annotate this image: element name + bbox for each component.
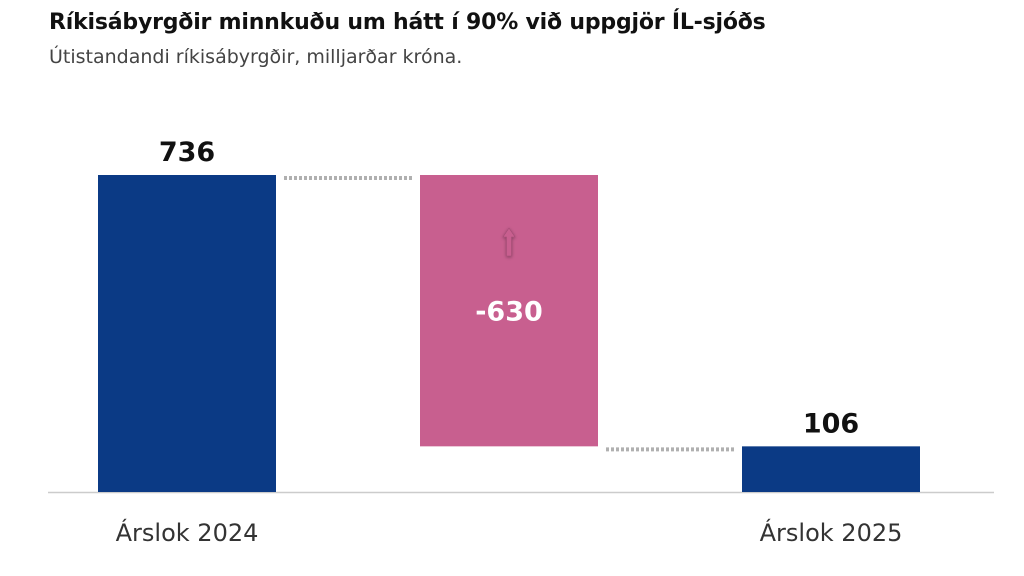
up-arrow-icon (502, 227, 516, 257)
chart-title: Ríkisábyrgðir minnkuðu um hátt í 90% við… (49, 10, 766, 35)
x-tick-label-1: Árslok 2024 (116, 518, 259, 547)
data-label-3: 106 (803, 408, 859, 439)
bar-1 (98, 175, 276, 492)
data-label-2: -630 (475, 297, 543, 328)
x-tick-label-3: Árslok 2025 (760, 518, 903, 547)
bar-2 (420, 175, 598, 447)
data-label-1: 736 (159, 137, 215, 168)
chart-subtitle: Útistandandi ríkisábyrgðir, milljarðar k… (49, 46, 463, 68)
bar-3 (742, 446, 920, 492)
